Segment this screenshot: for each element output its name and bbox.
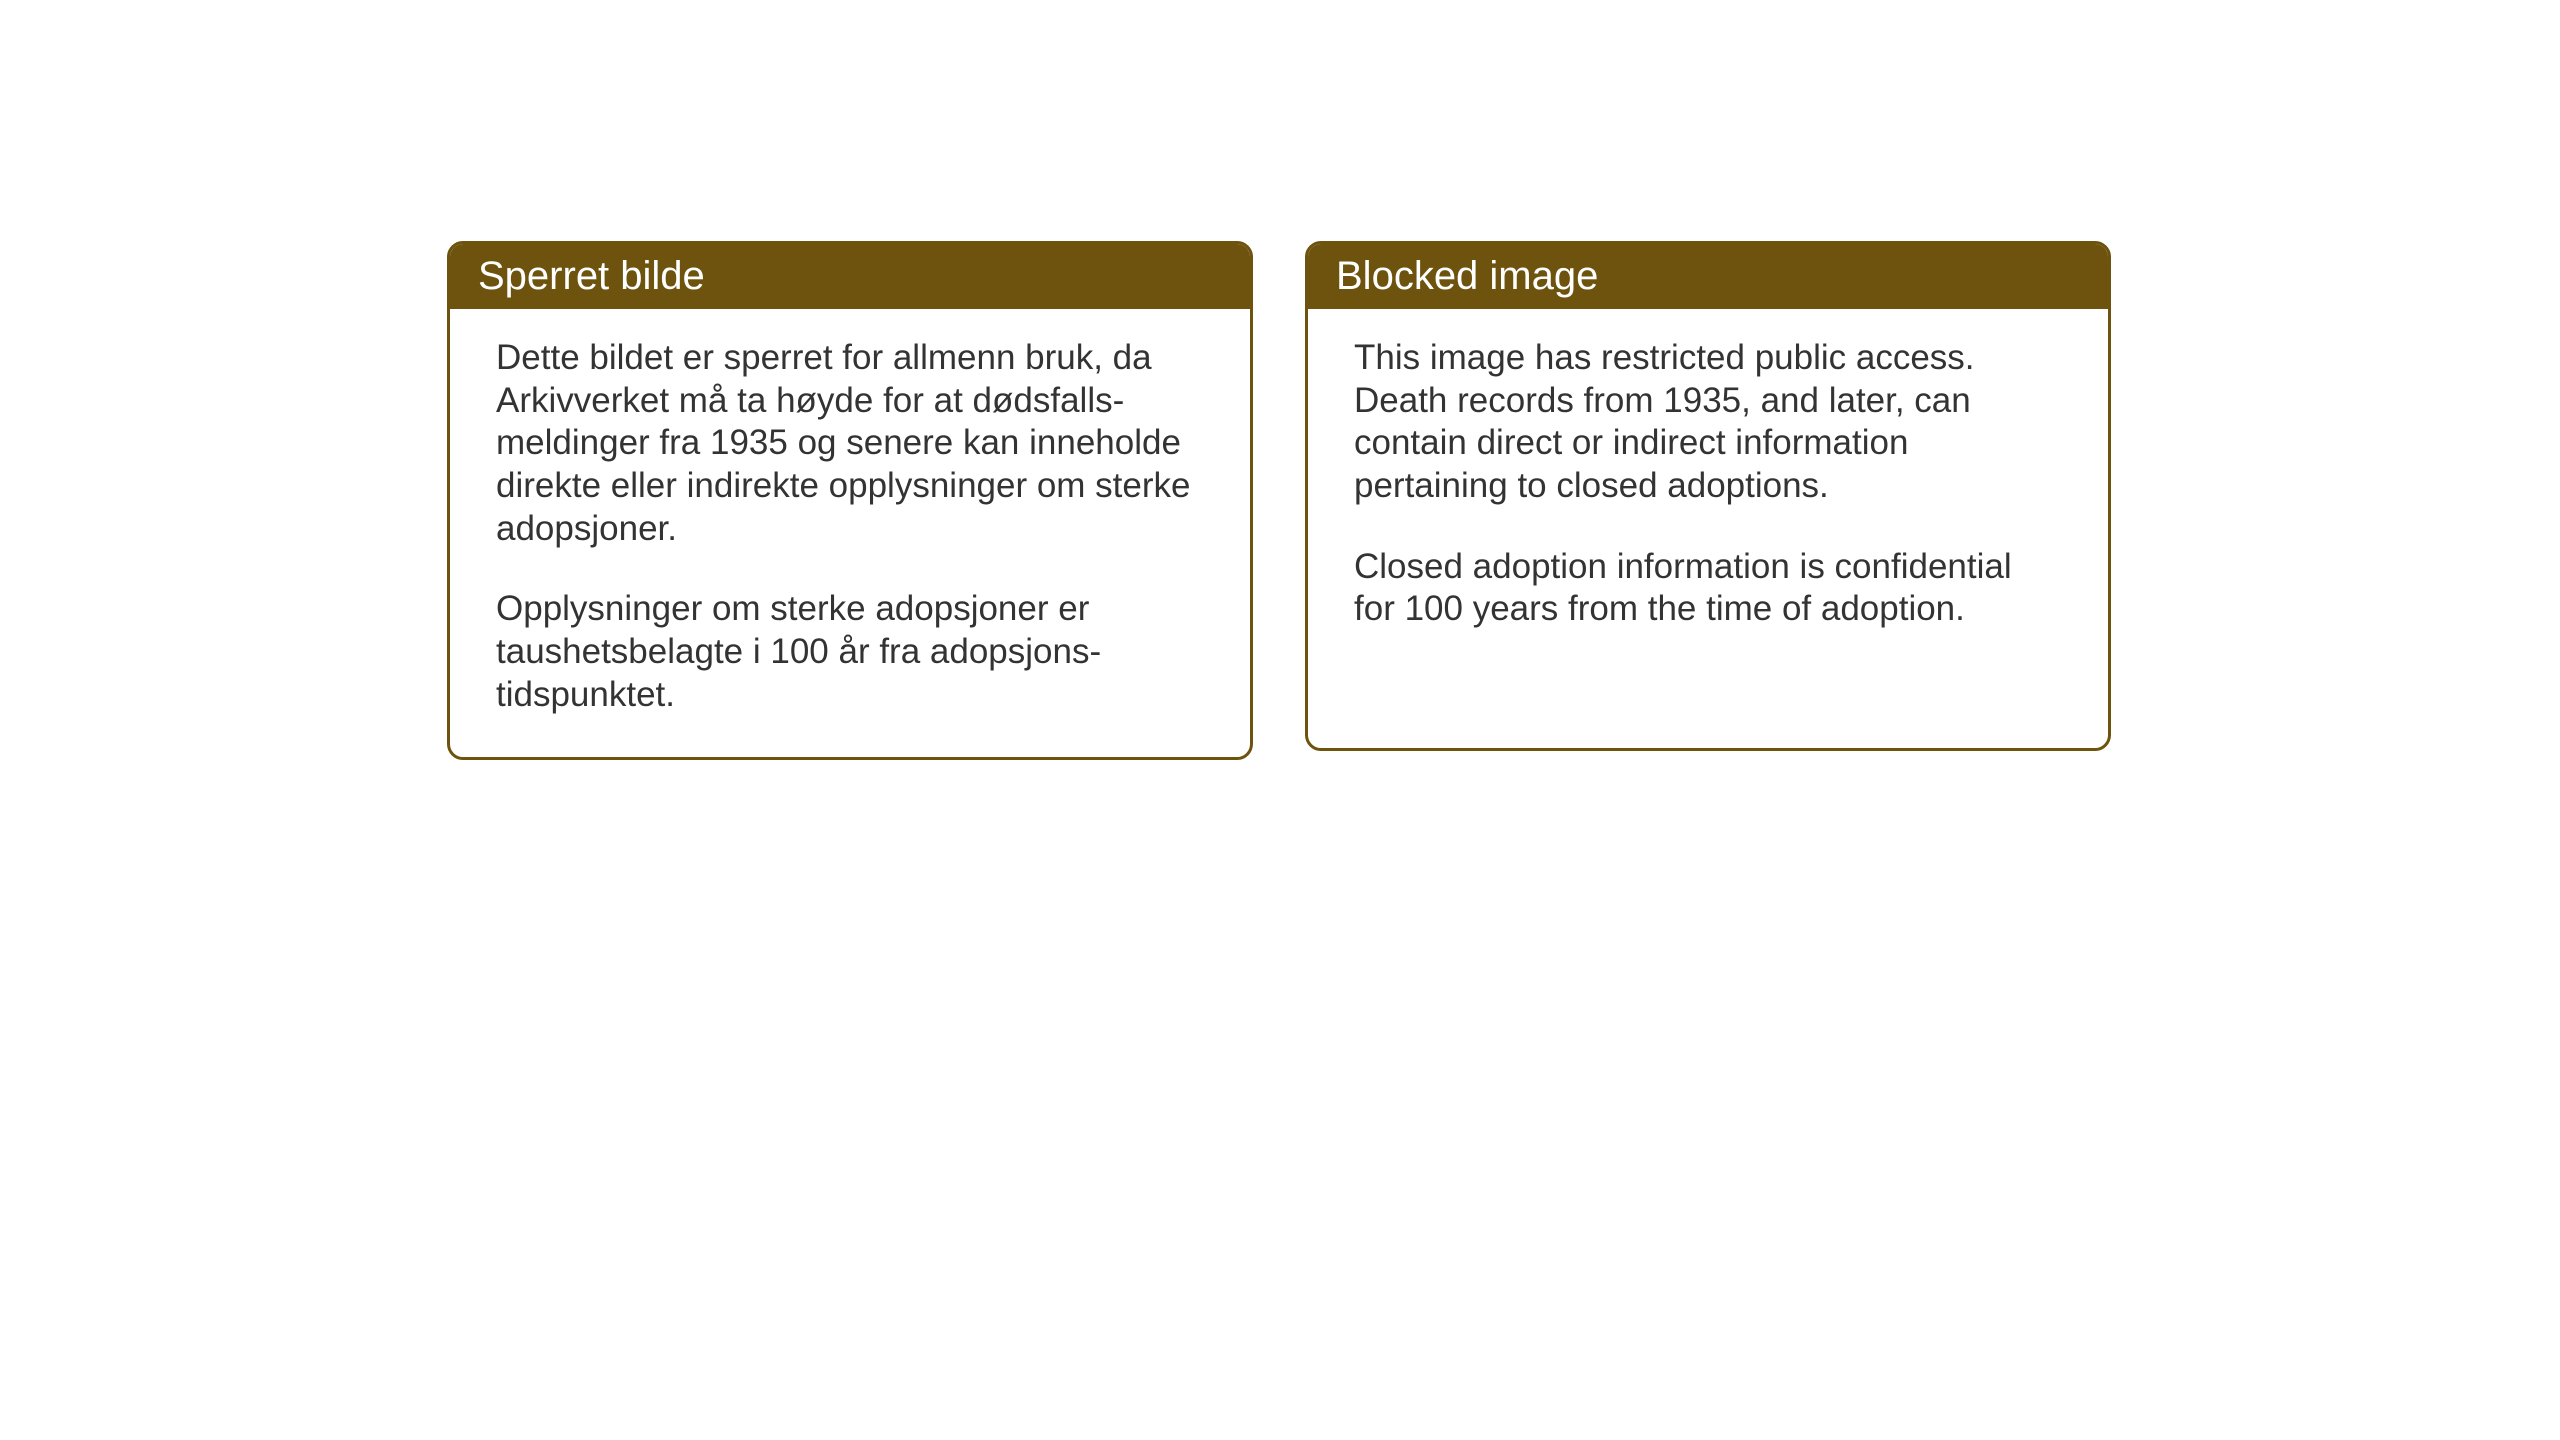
notice-body-norwegian: Dette bildet er sperret for allmenn bruk… <box>450 309 1250 757</box>
notice-paragraph-1-english: This image has restricted public access.… <box>1354 337 2062 508</box>
notice-header-english: Blocked image <box>1308 244 2108 309</box>
notice-container: Sperret bilde Dette bildet er sperret fo… <box>447 241 2111 760</box>
notice-title-norwegian: Sperret bilde <box>478 254 705 298</box>
notice-card-english: Blocked image This image has restricted … <box>1305 241 2111 751</box>
notice-paragraph-2-norwegian: Opplysninger om sterke adopsjoner er tau… <box>496 588 1204 716</box>
notice-header-norwegian: Sperret bilde <box>450 244 1250 309</box>
notice-title-english: Blocked image <box>1336 254 1598 298</box>
notice-paragraph-1-norwegian: Dette bildet er sperret for allmenn bruk… <box>496 337 1204 550</box>
notice-card-norwegian: Sperret bilde Dette bildet er sperret fo… <box>447 241 1253 760</box>
notice-paragraph-2-english: Closed adoption information is confident… <box>1354 546 2062 631</box>
notice-body-english: This image has restricted public access.… <box>1308 309 2108 671</box>
